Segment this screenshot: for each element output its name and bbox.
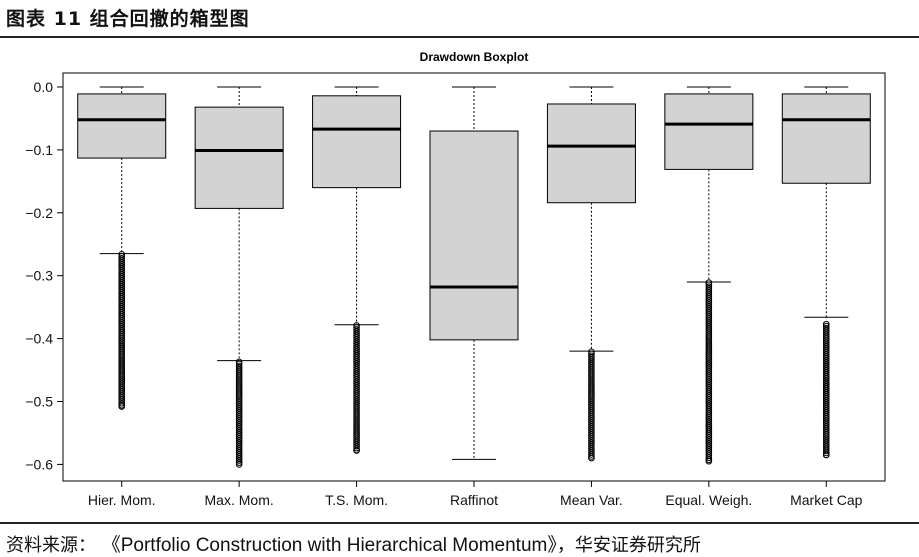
box-group [429,86,519,460]
outlier-point [822,449,830,457]
outlier-point [118,399,126,407]
outlier-points [353,322,360,454]
iqr-box [77,93,167,159]
bottom-rule [0,522,919,524]
y-tick-label: −0.1 [25,142,53,158]
outlier-points [235,358,243,468]
x-tick-label: Max. Mom. [205,492,274,508]
outlier-point [705,454,713,462]
iqr-box [664,93,754,170]
outlier-point [588,454,595,462]
boxplot-chart: Drawdown Boxplot 0.0 −0.1 −0.2 −0.3 −0.4 −0.5… [25,50,886,508]
outlier-point [822,447,830,455]
box-group [194,86,284,468]
box-group [77,86,167,410]
chart-title: Drawdown Boxplot [420,50,529,64]
iqr-box [312,95,402,189]
x-tick-label: Mean Var. [560,492,623,508]
outlier-points [822,320,830,459]
outlier-point [588,451,595,458]
y-tick-label: 0.0 [34,79,54,95]
outlier-points [705,279,713,465]
source-prefix: 资料来源： [6,535,96,556]
outlier-points [118,251,126,410]
outlier-point [353,442,360,450]
iqr-box [546,103,636,204]
x-tick-label: Raffinot [450,492,498,508]
x-tick-label: Market Cap [790,492,863,508]
iqr-box [781,93,871,184]
top-rule [0,36,919,38]
outlier-point [705,457,713,465]
box-group [312,86,402,454]
source-note: 资料来源： 《Portfolio Construction with Hiera… [6,530,701,557]
x-tick-label: Equal. Weigh. [665,492,752,508]
y-axis: 0.0 −0.1 −0.2 −0.3 −0.4 −0.5 −0.6 [25,79,63,472]
y-tick-label: −0.5 [25,394,53,410]
y-tick-label: −0.2 [25,205,53,221]
outlier-point [118,403,126,410]
x-axis: Hier. Mom. Max. Mom. T.S. Mom. Raffinot Mean… [88,481,863,508]
box-group [664,86,754,465]
y-tick-label: −0.6 [25,456,53,472]
outlier-point [353,447,360,454]
source-suffix: ，华安证券研究所 [556,535,701,556]
outlier-point [353,444,360,452]
x-tick-label: Hier. Mom. [88,492,156,508]
iqr-box [429,130,519,341]
iqr-box [194,106,284,209]
box-group [781,86,871,459]
box-group [546,86,636,462]
figure-title: 图表 11 组合回撤的箱型图 [6,8,250,30]
outlier-points [588,348,595,462]
x-tick-label: T.S. Mom. [325,492,388,508]
boxes-layer [77,86,871,468]
outlier-point [235,457,243,464]
source-reference: 《Portfolio Construction with Hierarchica… [101,535,557,556]
y-tick-label: −0.4 [25,331,53,347]
y-tick-label: −0.3 [25,268,53,284]
outlier-point [822,451,830,459]
outlier-point [235,459,243,466]
outlier-point [235,461,243,468]
